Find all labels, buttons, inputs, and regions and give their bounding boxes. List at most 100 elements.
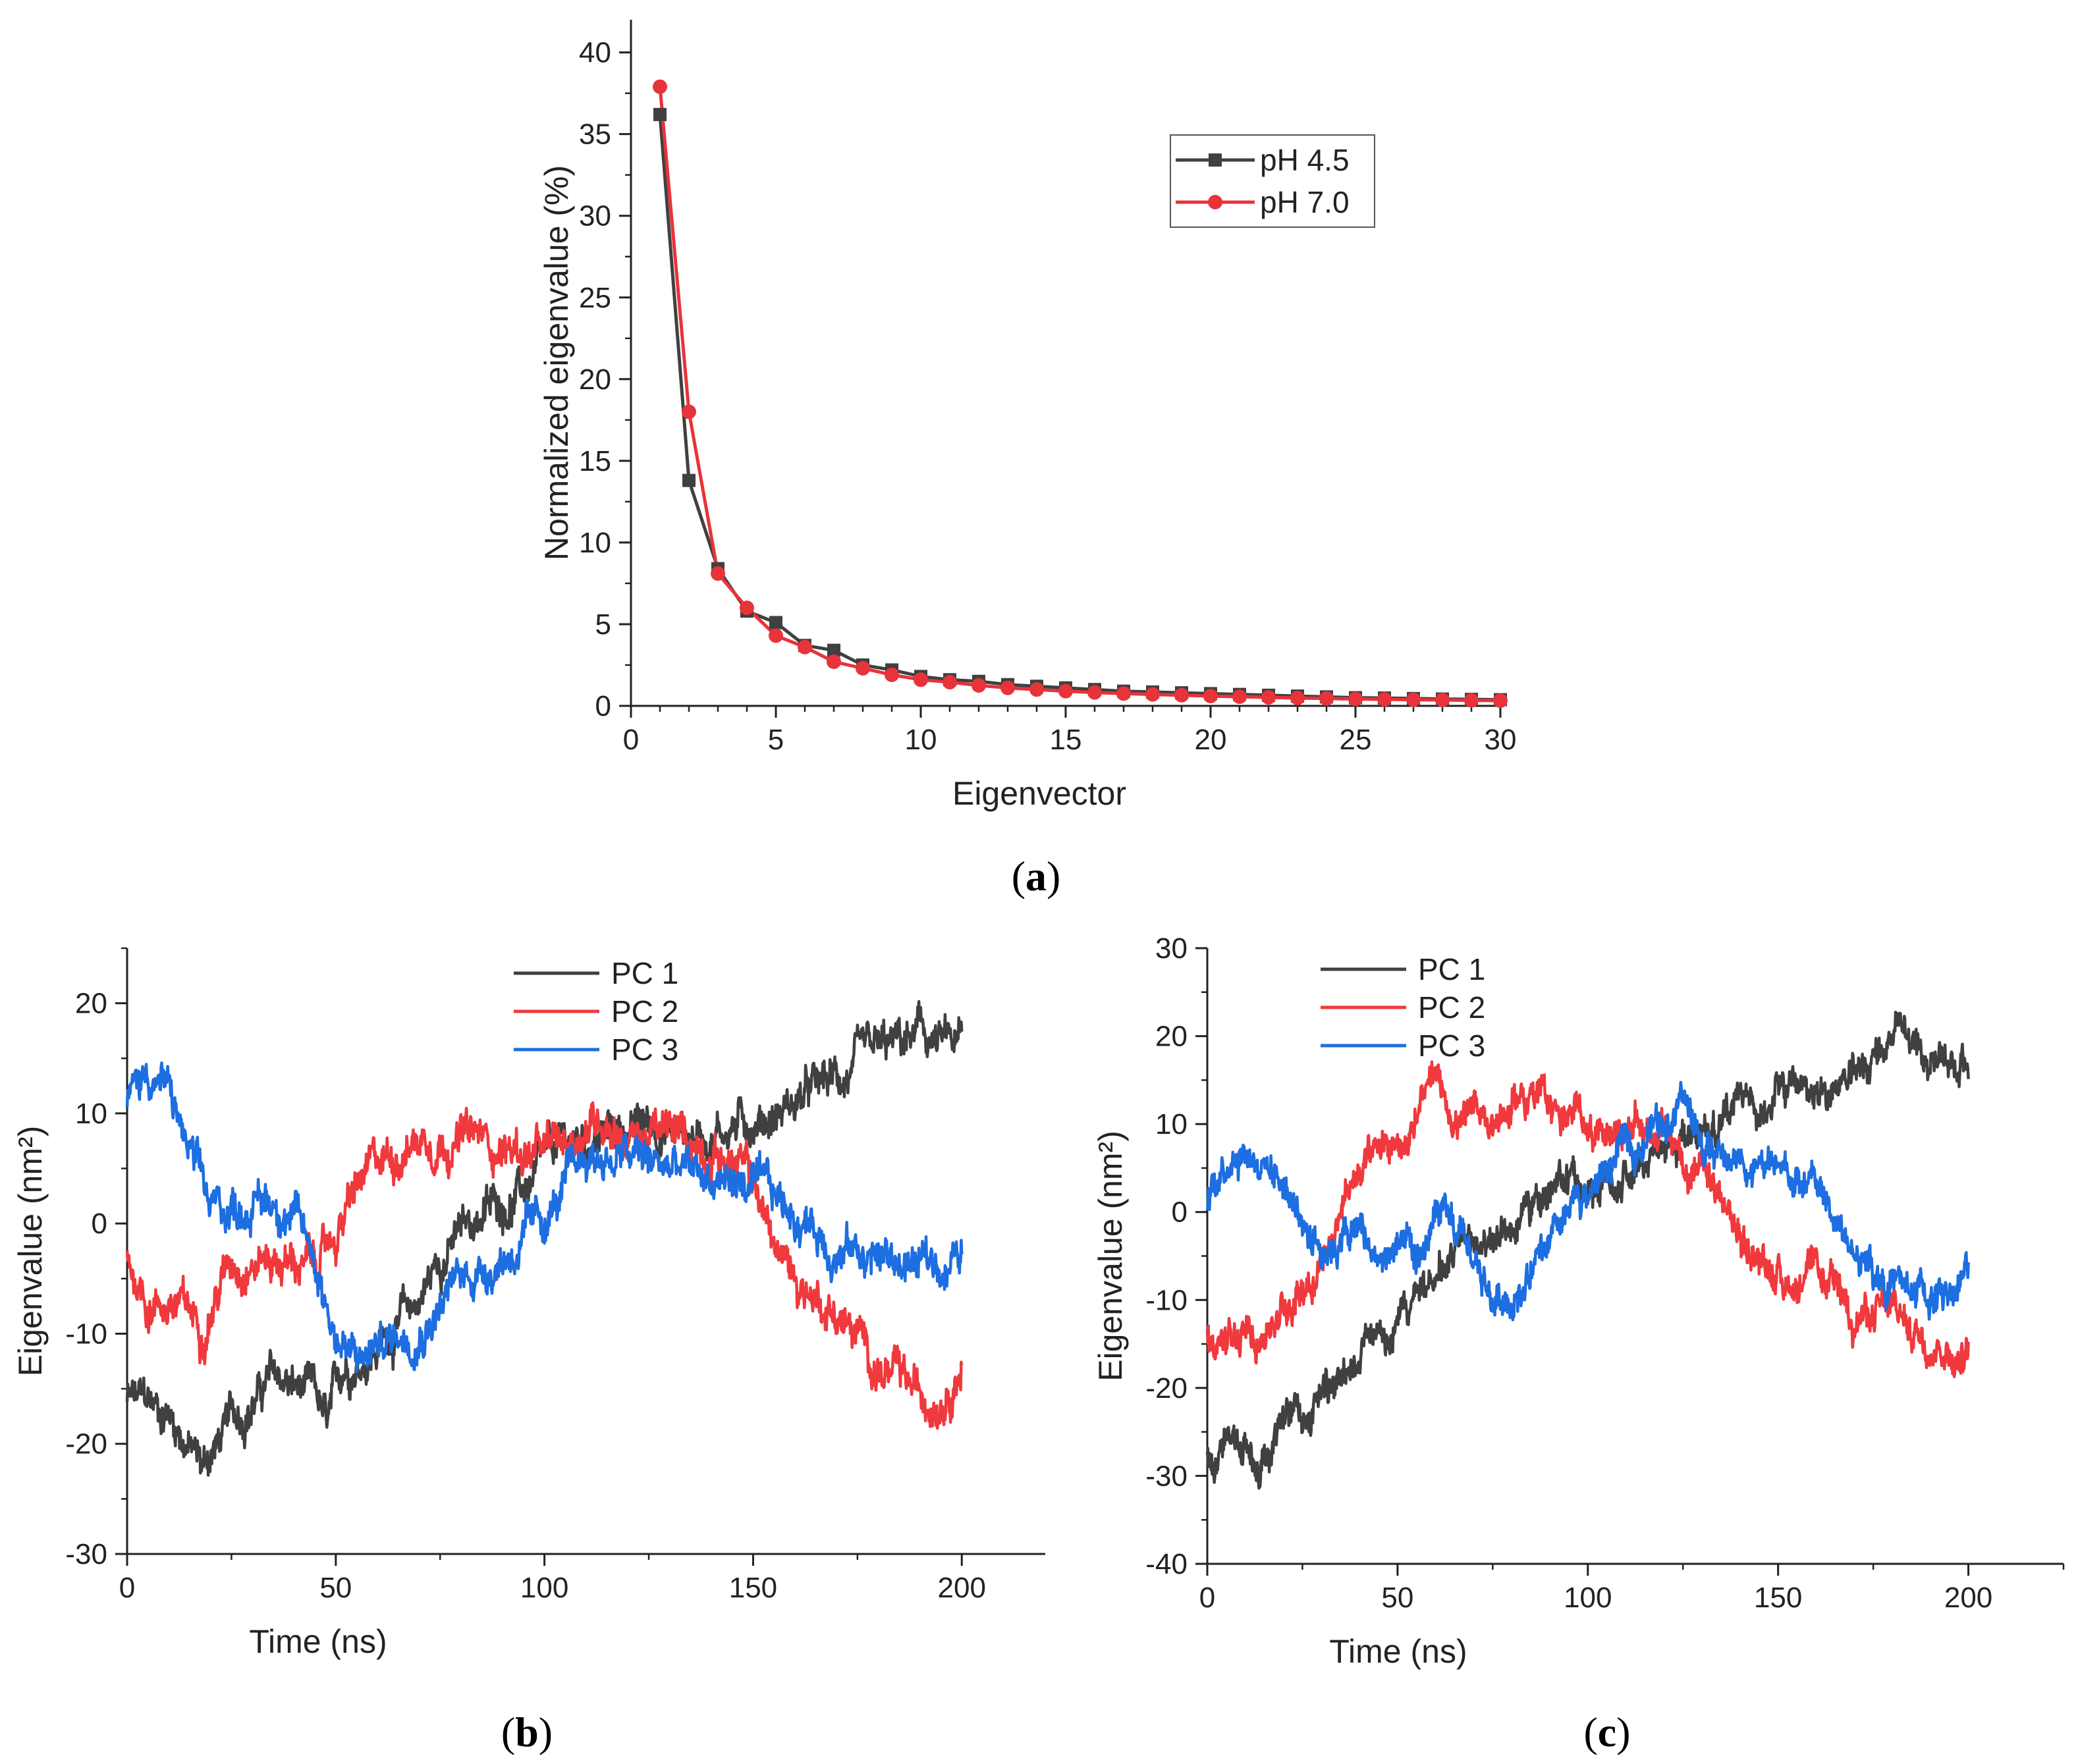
- a-y-axis-title: Normalized eigenvalue (%): [538, 165, 575, 560]
- b-legend: PC 1 PC 2PC 3: [514, 956, 678, 1067]
- a-point-2: [740, 601, 754, 616]
- c-legend-label-1: PC 1: [1418, 952, 1485, 986]
- a-x-tick-label: 0: [623, 724, 639, 756]
- panel-b-chart: 0 50 100 150 200 -30 -20 -10 0 10 20 Time (ns) Eigen…: [12, 947, 1045, 1660]
- c-x-axis-title: Time (ns): [1329, 1633, 1467, 1670]
- a-x-tick-label: 5: [768, 724, 784, 756]
- a-point-2: [1290, 691, 1305, 706]
- a-y-tick-label: 5: [595, 608, 611, 641]
- b-x-tick-label: 0: [119, 1572, 135, 1604]
- a-point-2: [885, 667, 899, 682]
- a-x-tick-label: 10: [905, 724, 937, 756]
- c-y-tick-label: -40: [1145, 1548, 1188, 1580]
- b-y-tick-label: -30: [65, 1538, 107, 1570]
- a-y-tick-label: 35: [579, 119, 611, 151]
- b-y-tick-label: 20: [75, 988, 107, 1020]
- a-point-2: [653, 79, 667, 94]
- a-point-2: [1174, 687, 1189, 703]
- b-x-axis-title: Time (ns): [249, 1623, 387, 1660]
- b-x-tick-label: 200: [938, 1572, 986, 1604]
- a-point-2: [914, 672, 928, 687]
- a-point-2: [1232, 689, 1247, 705]
- c-y-tick-label: -30: [1145, 1460, 1188, 1492]
- c-y-tick-label: 30: [1155, 932, 1188, 965]
- b-y-tick-label: -10: [65, 1318, 107, 1350]
- panel-label-c: (c): [1583, 1709, 1630, 1755]
- c-legend: PC 1 PC 2 PC 3: [1321, 952, 1485, 1063]
- a-y-tick-label: 10: [579, 527, 611, 559]
- a-point-2: [1029, 682, 1044, 697]
- a-point-2: [1145, 687, 1160, 702]
- b-y-tick-label: 10: [75, 1098, 107, 1130]
- a-legend-marker-1: [1209, 153, 1222, 167]
- c-series-line-1: [1205, 1011, 1970, 1490]
- a-point-2: [1319, 691, 1334, 706]
- c-x-tick-label: 150: [1754, 1582, 1802, 1614]
- b-y-tick-label: -20: [65, 1428, 107, 1460]
- a-legend: pH 4.5 pH 7.0: [1170, 134, 1375, 228]
- a-point-1: [682, 473, 696, 487]
- a-point-2: [1000, 680, 1015, 695]
- c-y-tick-label: -10: [1145, 1284, 1188, 1316]
- b-legend-label-1: PC 1: [611, 956, 678, 990]
- c-x-tick-label: 0: [1199, 1582, 1215, 1614]
- a-y-tick-label: 20: [579, 363, 611, 396]
- a-point-2: [856, 660, 870, 676]
- a-point-1: [827, 643, 840, 657]
- a-point-2: [1087, 685, 1102, 700]
- a-y-tick-label: 0: [595, 690, 611, 722]
- a-point-2: [1464, 693, 1479, 708]
- a-point-2: [827, 655, 841, 670]
- b-x-tick-label: 100: [520, 1572, 568, 1604]
- a-point-2: [711, 566, 725, 581]
- a-legend-marker-2: [1208, 195, 1222, 209]
- a-y-tick-label: 30: [579, 200, 611, 232]
- a-point-2: [943, 675, 957, 690]
- panel-label-b: (b): [501, 1709, 553, 1755]
- b-x-tick-label: 50: [319, 1572, 352, 1604]
- a-x-tick-label: 30: [1485, 724, 1517, 756]
- a-y-tick-label: 25: [579, 282, 611, 314]
- c-x-tick-label: 200: [1944, 1582, 1992, 1614]
- a-point-2: [1261, 690, 1276, 705]
- b-legend-label-2: PC 2: [611, 994, 678, 1029]
- c-y-tick-label: 20: [1155, 1021, 1188, 1053]
- a-x-axis-title: Eigenvector: [952, 775, 1126, 812]
- c-x-tick-label: 100: [1564, 1582, 1612, 1614]
- panel-label-a: (a): [1012, 853, 1061, 899]
- b-y-axis-title: Eigenvalue (nm²): [12, 1126, 49, 1377]
- a-point-2: [971, 678, 986, 693]
- a-point-2: [1203, 689, 1218, 704]
- a-point-2: [769, 628, 783, 643]
- a-point-2: [798, 639, 812, 655]
- c-legend-label-2: PC 2: [1418, 990, 1485, 1025]
- a-legend-box: [1170, 134, 1375, 228]
- panel-label-a-letter: a: [1025, 853, 1047, 899]
- panel-label-c-letter: c: [1598, 1709, 1616, 1755]
- a-point-2: [1058, 683, 1073, 699]
- b-series-line-3: [125, 1061, 964, 1374]
- c-series-line-2: [1205, 1060, 1970, 1379]
- b-legend-label-3: PC 3: [611, 1032, 678, 1067]
- c-y-axis-title: Eigenvalue (nm²): [1092, 1131, 1129, 1381]
- a-point-2: [1435, 693, 1450, 708]
- c-legend-label-3: PC 3: [1418, 1029, 1485, 1063]
- a-x-tick-label: 25: [1340, 724, 1372, 756]
- panel-a-chart: 0 5 10 15 20 25 30 0 5 10 15 20 25 30 35 40 Eigenvector N…: [538, 20, 1516, 812]
- a-y-tick-label: 15: [579, 445, 611, 477]
- a-y-tick-label: 40: [579, 37, 611, 69]
- b-y-tick-label: 0: [92, 1208, 107, 1240]
- a-legend-label-1: pH 4.5: [1260, 143, 1350, 177]
- c-x-tick-label: 50: [1381, 1582, 1413, 1614]
- a-point-2: [682, 404, 696, 419]
- a-point-2: [1116, 686, 1131, 701]
- a-point-1: [769, 616, 782, 629]
- a-point-2: [1493, 693, 1508, 708]
- a-point-2: [1377, 692, 1392, 707]
- b-x-tick-label: 150: [729, 1572, 777, 1604]
- c-y-tick-label: -20: [1145, 1372, 1188, 1404]
- a-point-1: [653, 107, 667, 121]
- a-legend-label-2: pH 7.0: [1260, 185, 1350, 219]
- panel-label-b-letter: b: [515, 1709, 539, 1755]
